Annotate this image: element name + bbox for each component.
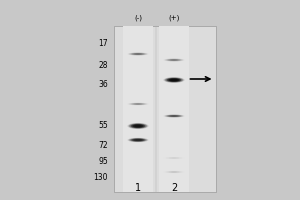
Ellipse shape (128, 138, 148, 142)
Ellipse shape (130, 103, 146, 105)
Ellipse shape (165, 171, 183, 173)
Text: 17: 17 (98, 40, 108, 48)
Ellipse shape (170, 79, 178, 81)
Text: 36: 36 (98, 80, 108, 88)
Ellipse shape (132, 103, 144, 105)
Ellipse shape (134, 103, 142, 105)
Ellipse shape (167, 59, 182, 61)
Ellipse shape (129, 123, 147, 129)
Ellipse shape (168, 171, 180, 173)
Text: 2: 2 (171, 183, 177, 193)
Ellipse shape (168, 78, 180, 82)
Ellipse shape (134, 139, 142, 141)
Ellipse shape (134, 125, 142, 127)
Ellipse shape (135, 125, 141, 127)
Ellipse shape (132, 139, 144, 141)
Text: (-): (-) (134, 15, 142, 21)
FancyBboxPatch shape (159, 26, 189, 192)
Ellipse shape (129, 103, 147, 105)
Ellipse shape (130, 124, 146, 128)
Ellipse shape (164, 171, 184, 173)
Ellipse shape (165, 157, 183, 159)
Ellipse shape (164, 114, 184, 118)
Ellipse shape (165, 59, 183, 61)
Ellipse shape (168, 115, 180, 117)
Text: 28: 28 (98, 62, 108, 71)
Ellipse shape (167, 171, 182, 173)
Text: 130: 130 (94, 173, 108, 182)
Ellipse shape (167, 157, 182, 159)
Text: 72: 72 (98, 142, 108, 150)
Ellipse shape (134, 53, 142, 55)
Ellipse shape (129, 53, 147, 55)
Ellipse shape (164, 77, 184, 83)
Ellipse shape (167, 78, 182, 82)
Text: (+): (+) (168, 15, 180, 21)
FancyBboxPatch shape (114, 26, 216, 192)
Ellipse shape (170, 115, 178, 117)
Ellipse shape (165, 78, 183, 82)
Ellipse shape (128, 52, 148, 56)
Ellipse shape (164, 58, 184, 62)
Text: 55: 55 (98, 121, 108, 130)
FancyBboxPatch shape (123, 26, 153, 192)
Text: 1: 1 (135, 183, 141, 193)
Ellipse shape (128, 103, 148, 105)
Ellipse shape (130, 53, 146, 55)
Ellipse shape (171, 79, 177, 81)
Ellipse shape (168, 59, 180, 61)
Ellipse shape (132, 53, 144, 55)
Ellipse shape (135, 139, 141, 141)
Ellipse shape (130, 138, 146, 142)
Ellipse shape (128, 123, 148, 129)
Ellipse shape (167, 115, 182, 117)
Ellipse shape (170, 59, 178, 61)
Ellipse shape (129, 138, 147, 142)
Ellipse shape (165, 115, 183, 117)
Ellipse shape (132, 124, 144, 128)
Text: 95: 95 (98, 158, 108, 166)
